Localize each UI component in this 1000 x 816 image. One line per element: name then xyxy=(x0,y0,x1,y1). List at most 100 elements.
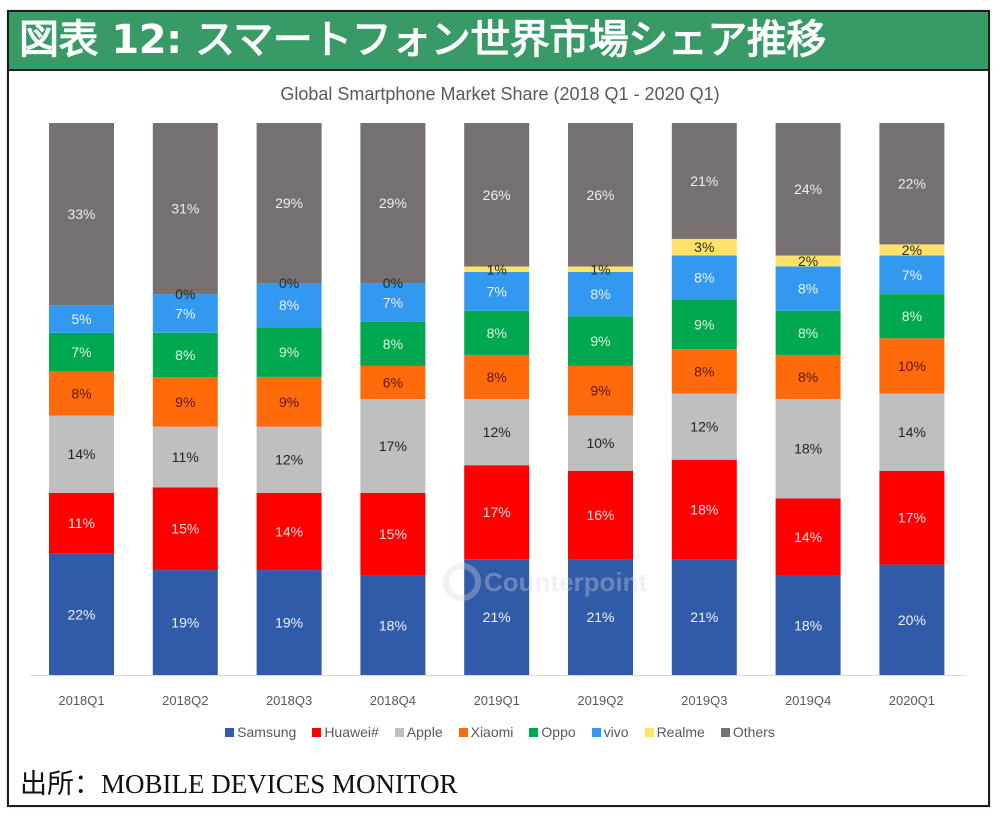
data-label-realme-2018Q4: 0% xyxy=(383,275,403,291)
legend-swatch-icon xyxy=(458,727,468,737)
bar-segment-oppo-2019Q3 xyxy=(671,299,737,350)
bar-segment-xiaomi-2018Q2 xyxy=(152,376,218,427)
legend-label: vivo xyxy=(603,724,629,740)
legend-item-realme: Realme xyxy=(644,724,705,740)
bar-segment-apple-2018Q1 xyxy=(49,415,114,493)
data-label-xiaomi-2019Q1: 8% xyxy=(487,369,507,385)
data-label-vivo-2019Q1: 7% xyxy=(487,283,507,299)
bar-segment-huawei-2019Q1 xyxy=(464,465,530,559)
data-label-xiaomi-2018Q2: 9% xyxy=(175,394,195,410)
data-label-huawei-2018Q2: 15% xyxy=(171,521,199,537)
data-label-huawei-2018Q3: 14% xyxy=(275,524,303,540)
bar-segment-oppo-2020Q1 xyxy=(879,294,945,339)
bar-segment-huawei-2018Q4 xyxy=(360,492,426,576)
data-label-samsung-2018Q4: 18% xyxy=(379,617,407,633)
data-label-realme-2019Q3: 3% xyxy=(694,239,714,255)
bar-segment-xiaomi-2020Q1 xyxy=(879,338,945,394)
legend-label: Xiaomi xyxy=(470,724,514,740)
bar-segment-oppo-2018Q3 xyxy=(256,327,322,377)
figure-header: 図表 12: スマートフォン世界市場シェア推移 xyxy=(9,12,988,71)
watermark-text: Counterpoint xyxy=(484,567,648,597)
bar-segment-others-2018Q4 xyxy=(360,123,426,284)
bar-segment-realme-2019Q3 xyxy=(671,238,737,256)
bar-segment-oppo-2018Q2 xyxy=(152,332,218,377)
legend-item-apple: Apple xyxy=(394,724,443,740)
x-tick-labels: 2018Q1 2018Q2 2018Q3 2018Q4 2019Q1 2019Q2 2019… xyxy=(58,693,935,708)
data-label-apple-2020Q1: 14% xyxy=(898,424,926,440)
bar-segment-xiaomi-2019Q2 xyxy=(568,365,633,416)
data-label-huawei-2019Q2: 16% xyxy=(586,507,614,523)
x-tick-label-2019Q4: 2019Q4 xyxy=(785,693,831,708)
bar-segment-others-2019Q4 xyxy=(775,123,841,256)
bar-segment-realme-2019Q1 xyxy=(464,266,530,272)
legend-item-oppo: Oppo xyxy=(529,724,576,740)
legend-swatch-icon xyxy=(225,727,235,737)
bar-segment-others-2020Q1 xyxy=(879,123,945,245)
bar-segment-oppo-2019Q1 xyxy=(464,310,530,355)
data-label-samsung-2018Q2: 19% xyxy=(171,615,199,631)
bar-segment-samsung-2019Q4 xyxy=(775,575,841,675)
legend-item-xiaomi: Xiaomi xyxy=(458,724,514,740)
data-label-huawei-2020Q1: 17% xyxy=(898,510,926,526)
bar-segment-oppo-2018Q4 xyxy=(360,321,426,366)
bar-segment-huawei-2019Q4 xyxy=(775,498,841,576)
bar-segment-huawei-2018Q3 xyxy=(256,492,322,571)
bar-segment-realme-2019Q4 xyxy=(775,255,841,267)
data-label-samsung-2019Q4: 18% xyxy=(794,617,822,633)
bar-segment-apple-2018Q3 xyxy=(256,426,322,493)
bar-segment-samsung-2020Q1 xyxy=(879,564,945,675)
data-label-others-2019Q2: 26% xyxy=(586,187,614,203)
bar-segment-apple-2018Q2 xyxy=(152,426,218,488)
data-label-others-2019Q4: 24% xyxy=(794,181,822,197)
data-label-huawei-2019Q1: 17% xyxy=(483,504,511,520)
bar-segment-apple-2018Q4 xyxy=(360,399,426,493)
bar-segment-others-2019Q1 xyxy=(464,123,530,267)
bar-segment-vivo-2019Q1 xyxy=(464,272,530,311)
x-tick-label-2018Q1: 2018Q1 xyxy=(58,693,104,708)
bar-segment-huawei-2019Q2 xyxy=(568,470,633,560)
bar-segment-huawei-2018Q1 xyxy=(49,492,114,554)
legend-item-huawei: Huawei# xyxy=(312,724,379,740)
data-label-realme-2019Q2: 1% xyxy=(590,261,610,277)
data-label-oppo-2019Q2: 9% xyxy=(590,333,610,349)
bar-segment-samsung-2018Q2 xyxy=(152,570,218,675)
data-label-apple-2018Q4: 17% xyxy=(379,438,407,454)
legend-label: Huawei# xyxy=(324,724,379,740)
chart-legend: Samsung Huawei# Apple Xiaomi Oppo vivo Realme O… xyxy=(0,724,1000,740)
data-label-oppo-2019Q3: 9% xyxy=(694,317,714,333)
data-label-vivo-2018Q2: 7% xyxy=(175,305,195,321)
data-label-oppo-2020Q1: 8% xyxy=(902,308,922,324)
bar-segment-samsung-2019Q2 xyxy=(568,559,633,675)
bar-segment-apple-2019Q4 xyxy=(775,399,841,499)
data-label-realme-2020Q1: 2% xyxy=(902,242,922,258)
legend-label: Apple xyxy=(406,724,443,740)
data-label-huawei-2018Q1: 11% xyxy=(68,515,95,531)
data-label-apple-2019Q2: 10% xyxy=(586,435,614,451)
data-label-vivo-2018Q4: 7% xyxy=(383,294,403,310)
legend-label: Oppo xyxy=(541,724,576,740)
x-tick-label-2018Q2: 2018Q2 xyxy=(162,693,208,708)
legend-swatch-icon xyxy=(312,727,322,737)
bar-segment-xiaomi-2018Q3 xyxy=(256,376,322,427)
legend-swatch-icon xyxy=(720,727,730,737)
x-tick-label-2018Q3: 2018Q3 xyxy=(266,693,312,708)
bar-segment-others-2018Q1 xyxy=(49,123,114,306)
data-label-realme-2018Q2: 0% xyxy=(175,286,195,302)
data-label-oppo-2019Q1: 8% xyxy=(487,325,507,341)
source-note: 出所：MOBILE DEVICES MONITOR xyxy=(20,769,458,799)
data-label-samsung-2018Q3: 19% xyxy=(275,615,303,631)
bar-segment-xiaomi-2019Q1 xyxy=(464,354,530,399)
x-tick-label-2019Q2: 2019Q2 xyxy=(577,693,623,708)
data-label-samsung-2019Q3: 21% xyxy=(690,609,718,625)
data-label-huawei-2019Q3: 18% xyxy=(690,501,718,517)
bar-segment-xiaomi-2019Q3 xyxy=(671,349,737,394)
legend-item-vivo: vivo xyxy=(591,724,629,740)
bar-segment-xiaomi-2018Q4 xyxy=(360,365,426,399)
data-label-huawei-2018Q4: 15% xyxy=(379,526,407,542)
bar-segment-others-2019Q2 xyxy=(568,123,633,267)
chart-title: Global Smartphone Market Share (2018 Q1 … xyxy=(280,84,720,104)
bar-segment-huawei-2020Q1 xyxy=(879,470,945,565)
bar-segment-samsung-2018Q4 xyxy=(360,575,426,675)
bar-segment-realme-2020Q1 xyxy=(879,244,945,256)
